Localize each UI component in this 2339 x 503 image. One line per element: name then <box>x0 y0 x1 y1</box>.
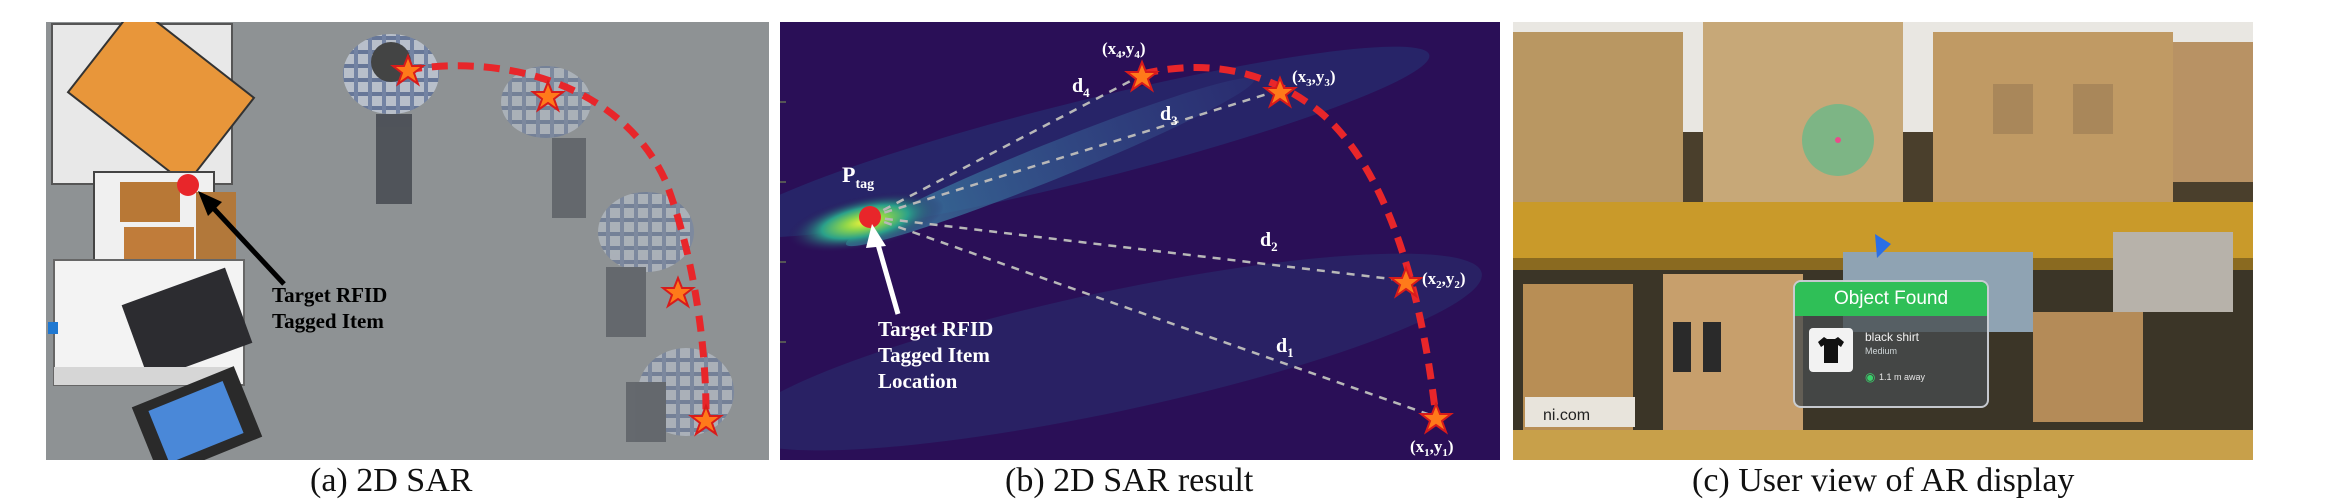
item-size: Medium <box>1865 346 1898 356</box>
target-label-line1: Target RFID <box>272 283 387 307</box>
star-2 <box>530 79 566 113</box>
box-top-1 <box>1513 32 1683 202</box>
box-top-3 <box>1933 32 2173 202</box>
shirt-icon <box>1818 337 1844 363</box>
distance-line-4 <box>869 74 1141 219</box>
star-1-b <box>1418 401 1454 435</box>
location-arrowhead <box>866 224 886 248</box>
panel-b-scene: Ptag Target RFID Tagged Item Location (x… <box>780 22 1500 460</box>
target-location-line3: Location <box>878 369 958 393</box>
location-arrow <box>872 233 901 315</box>
ar-cursor <box>1875 234 1891 258</box>
caption-b: (b) 2D SAR result <box>1005 462 1254 499</box>
star-3 <box>660 275 696 309</box>
object-found-card[interactable]: Object Found black shirt Medium ◉ 1.1 m … <box>1793 280 1989 408</box>
box-low-3 <box>2033 312 2143 422</box>
heat-band <box>845 77 1255 247</box>
person-ghost-3 <box>626 348 734 442</box>
star-1 <box>390 53 426 87</box>
tablet-box-screen <box>148 381 244 460</box>
tag-location-dot <box>859 206 881 228</box>
target-location-line1: Target RFID <box>878 317 993 341</box>
shirt-thumbnail <box>1809 328 1853 372</box>
distance-label-2: d2 <box>1260 229 1278 254</box>
box-top-4 <box>2173 42 2253 182</box>
distance-label-3: d3 <box>1160 103 1178 128</box>
sar-stars-b <box>1124 59 1454 435</box>
distance-label-4: d4 <box>1072 75 1090 100</box>
distance-lines <box>869 74 1437 419</box>
person-top-view <box>343 34 439 204</box>
caption-a: (a) 2D SAR <box>310 462 473 499</box>
target-location-line2: Tagged Item <box>878 343 990 367</box>
sar-path <box>405 62 710 413</box>
panel-a-2d-sar-photo: Target RFID Tagged Item <box>46 22 769 460</box>
star-3-b <box>1262 75 1298 109</box>
star-4-b <box>1124 59 1160 93</box>
panel-a-scene: Target RFID Tagged Item <box>48 22 734 460</box>
point-label-3: (x3,y3) <box>1292 67 1336 89</box>
star-4 <box>688 403 724 437</box>
item-distance: 1.1 m away <box>1879 372 1926 382</box>
panel-b-sar-heatmap: Ptag Target RFID Tagged Item Location (x… <box>780 22 1500 460</box>
target-arrow <box>202 196 286 286</box>
object-found-title: Object Found <box>1795 282 1987 316</box>
caption-c: (c) User view of AR display <box>1692 462 2075 499</box>
rfid-tag-dot <box>177 174 199 196</box>
panel-c-ar-view: ni.com Object Found black shirt Medium ◉… <box>1513 22 2253 460</box>
box-top-2 <box>1703 22 1903 212</box>
blue-label <box>48 322 58 334</box>
distance-line-1 <box>869 215 1437 419</box>
distance-line-3 <box>869 88 1281 219</box>
white-box-edge <box>54 367 234 385</box>
point-label-4: (x4,y4) <box>1102 39 1146 61</box>
location-pin-icon: ◉ <box>1865 370 1876 384</box>
person-ghost-2 <box>598 192 694 337</box>
cardboard-small-1 <box>120 182 180 222</box>
p-tag-label: Ptag <box>842 162 874 192</box>
distance-label-1: d1 <box>1276 335 1294 360</box>
point-label-2: (x2,y2) <box>1422 269 1466 291</box>
sar-stars <box>390 53 724 437</box>
box-label-ni: ni.com <box>1543 407 1590 424</box>
black-device-box <box>121 267 253 381</box>
orange-box <box>66 22 256 186</box>
box-low-4 <box>2113 232 2233 312</box>
item-name: black shirt <box>1865 330 1920 344</box>
axis-ticks <box>780 101 786 343</box>
point-label-1: (x1,y1) <box>1410 437 1454 459</box>
target-label-line2: Tagged Item <box>272 309 384 333</box>
ni-label-plate <box>1525 397 1635 427</box>
star-2-b <box>1388 265 1424 299</box>
target-arrowhead <box>198 191 222 216</box>
